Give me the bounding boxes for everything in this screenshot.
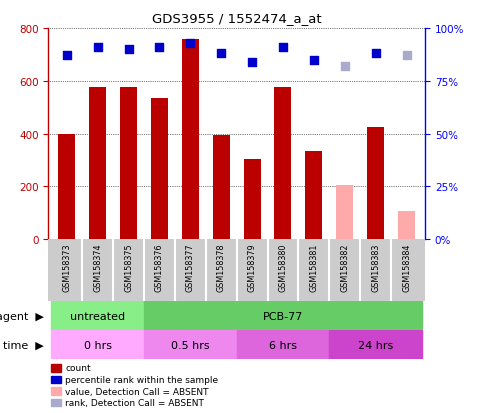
Point	[279, 45, 287, 51]
Bar	[336, 185, 353, 240]
Text: GSM158384: GSM158384	[402, 243, 411, 291]
Bar	[58, 134, 75, 240]
Text: GSM158377: GSM158377	[186, 243, 195, 291]
Text: time  ▶: time ▶	[3, 340, 43, 350]
FancyBboxPatch shape	[329, 330, 422, 359]
Point	[341, 64, 349, 70]
Title: GDS3955 / 1552474_a_at: GDS3955 / 1552474_a_at	[152, 12, 322, 25]
Text: GSM158383: GSM158383	[371, 243, 380, 291]
Bar	[274, 88, 291, 240]
Text: GSM158378: GSM158378	[217, 243, 226, 291]
Bar	[182, 39, 199, 240]
Text: GSM158380: GSM158380	[279, 243, 287, 291]
Text: GSM158382: GSM158382	[340, 243, 349, 291]
FancyBboxPatch shape	[51, 330, 144, 359]
Point	[403, 53, 411, 59]
Text: agent  ▶: agent ▶	[0, 311, 43, 321]
Bar	[367, 128, 384, 240]
Text: GSM158379: GSM158379	[248, 243, 256, 291]
Bar	[398, 212, 415, 240]
Text: 0.5 hrs: 0.5 hrs	[171, 340, 210, 350]
Text: untreated: untreated	[70, 311, 125, 321]
Text: 6 hrs: 6 hrs	[269, 340, 297, 350]
Bar	[243, 159, 261, 240]
Text: GSM158381: GSM158381	[310, 243, 318, 291]
Text: count: count	[65, 363, 91, 373]
Bar	[151, 99, 168, 240]
Point	[310, 57, 318, 64]
Point	[156, 45, 163, 51]
FancyBboxPatch shape	[144, 301, 422, 330]
Text: value, Detection Call = ABSENT: value, Detection Call = ABSENT	[65, 387, 209, 396]
Text: rank, Detection Call = ABSENT: rank, Detection Call = ABSENT	[65, 398, 204, 407]
Point	[217, 51, 225, 57]
Bar	[213, 135, 230, 240]
Text: GSM158376: GSM158376	[155, 243, 164, 291]
Text: 0 hrs: 0 hrs	[84, 340, 112, 350]
FancyBboxPatch shape	[237, 330, 329, 359]
Point	[186, 40, 194, 47]
Bar	[89, 88, 106, 240]
Point	[63, 53, 71, 59]
Text: percentile rank within the sample: percentile rank within the sample	[65, 375, 218, 384]
FancyBboxPatch shape	[144, 330, 237, 359]
Point	[125, 47, 132, 53]
Point	[94, 45, 101, 51]
Point	[248, 59, 256, 66]
Text: GSM158373: GSM158373	[62, 243, 71, 291]
Text: 24 hrs: 24 hrs	[358, 340, 393, 350]
Bar	[120, 88, 137, 240]
Text: GSM158374: GSM158374	[93, 243, 102, 291]
FancyBboxPatch shape	[51, 301, 144, 330]
Text: PCB-77: PCB-77	[263, 311, 303, 321]
Point	[372, 51, 380, 57]
Bar	[305, 151, 322, 240]
Text: GSM158375: GSM158375	[124, 243, 133, 291]
